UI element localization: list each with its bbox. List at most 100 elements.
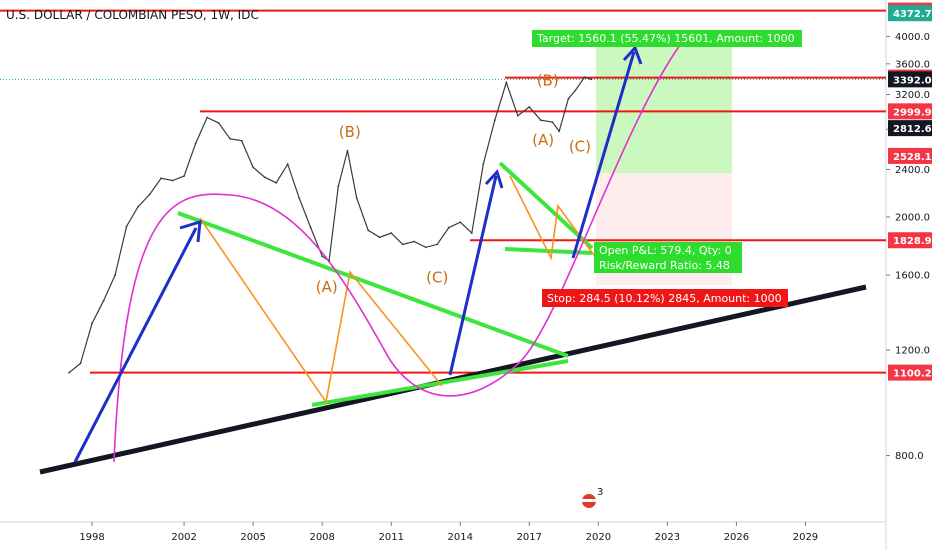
stop-box-label: Stop: 284.5 (10.12%) 2845, Amount: 1000 [547,292,782,305]
price-point-43 [551,121,554,123]
price-tag-bg-5 [888,120,932,137]
magenta-arc [113,44,681,463]
wave-label-1: (B) [339,123,361,141]
price-point-6 [137,205,139,208]
price-point-9 [171,179,174,182]
price-point-46 [574,89,577,92]
price-point-2 [91,322,93,325]
price-point-35 [459,221,462,224]
orange-wave-abc-2002 [199,217,443,405]
wave-label-0: (A) [316,278,338,296]
price-point-1 [79,362,82,365]
x-tick-label-6: 2017 [517,532,542,543]
price-tag-bg-6 [888,147,932,164]
price-point-17 [263,176,266,179]
price-point-18 [275,181,278,184]
x-tick-label-5: 2014 [448,532,473,543]
price-point-28 [378,236,381,239]
orange-wave-abc-2016 [509,175,600,263]
price-point-32 [424,246,427,249]
price-point-11 [194,142,197,145]
price-point-37 [482,163,485,165]
target-box: Target: 1560.1 (55.47%) 15601, Amount: 1… [532,30,802,47]
price-tag-label-3: 3392.0 [893,75,932,86]
pnl-box: Open P&L: 579.4, Qty: 0 Risk/Reward Rati… [594,242,742,273]
price-point-8 [160,177,162,180]
y-tick-label-7: 3600.0 [895,59,930,70]
green-flag-upper [498,161,594,250]
price-point-40 [516,114,519,117]
price-point-22 [321,255,324,258]
price-point-30 [401,243,404,246]
price-point-42 [539,119,542,122]
target-box-bg [532,30,802,47]
blue-arrow-1998 [73,227,198,463]
price-tag-label-6: 2528.1 [893,152,932,163]
price-point-41 [528,106,531,108]
wave-label-2: (C) [426,268,448,286]
target-box-label: Target: 1560.1 (55.47%) 15601, Amount: 1… [536,32,795,45]
price-axis: 800.01200.01600.02000.02400.02800.03200.… [886,32,930,462]
price-point-48 [590,78,593,81]
price-tag-bg-1 [888,5,932,22]
price-tag-label-5: 2812.6 [893,124,932,135]
blue-arrowhead-target [622,45,643,65]
stop-box-bg [542,289,788,307]
wave-label-3: (B) [537,72,559,90]
price-point-19 [286,163,289,165]
horizontal-levels [0,9,886,374]
price-point-25 [346,149,349,152]
flag-badge: 3 [597,487,603,498]
y-tick-label-2: 1600.0 [895,271,930,282]
x-tick-label-10: 2029 [793,532,818,543]
x-tick-label-8: 2023 [655,532,680,543]
y-tick-label-3: 2000.0 [895,212,930,223]
y-tick-label-6: 3200.0 [895,90,930,101]
price-tag-bg-3 [888,71,932,88]
price-tag-label-7: 1828.9 [893,236,932,247]
green-flag-lower [504,247,593,255]
price-point-47 [583,76,586,79]
price-point-45 [567,97,570,100]
price-point-38 [493,119,496,122]
price-point-7 [148,193,151,196]
price-tag-label-1: 4372.7 [893,9,932,20]
price-point-21 [309,226,312,229]
price-point-27 [367,229,370,232]
y-tick-label-1: 1200.0 [895,345,930,356]
price-tag-bg-4 [888,103,932,120]
pnl-box-bg [594,242,742,273]
x-tick-label-9: 2026 [724,532,749,543]
wave-label-4: (A) [532,131,554,149]
x-tick-label-2: 2005 [240,532,265,543]
price-tag-bg-8 [888,364,932,381]
price-series-line [68,76,592,374]
price-tags: 4416.84372.73414.73392.02999.92812.62528… [888,2,932,381]
pnl-box-label: Open P&L: 579.4, Qty: 0 [599,244,732,257]
price-point-24 [337,185,340,188]
price-tag-bg-7 [888,232,932,249]
price-point-13 [217,121,220,124]
time-axis: 1998 2002 2005 2008 2011 2014 2017 2020 2023 2026… [79,522,818,543]
wave-annotations: (A) (B) (C) (B) (A) (C) [316,72,591,296]
price-point-36 [470,232,473,234]
price-point-10 [183,175,186,177]
blue-arrowhead-2014 [484,169,504,189]
flag-icon[interactable]: 3 [582,487,603,508]
x-tick-label-3: 2008 [309,532,334,543]
x-tick-label-1: 2002 [171,532,196,543]
price-point-29 [390,232,393,234]
target-zone [596,47,732,173]
price-tag-label-4: 2999.9 [893,107,932,118]
price-point-34 [447,226,450,229]
price-point-12 [206,116,209,119]
x-tick-label-4: 2011 [378,532,403,543]
price-point-26 [355,197,358,200]
green-trendline-upper [177,211,569,358]
flag-icon-stripe[interactable] [582,499,596,502]
price-point-20 [298,197,301,200]
x-tick-label-0: 1998 [79,532,104,543]
price-point-3 [102,299,105,302]
price-point-14 [229,137,232,140]
